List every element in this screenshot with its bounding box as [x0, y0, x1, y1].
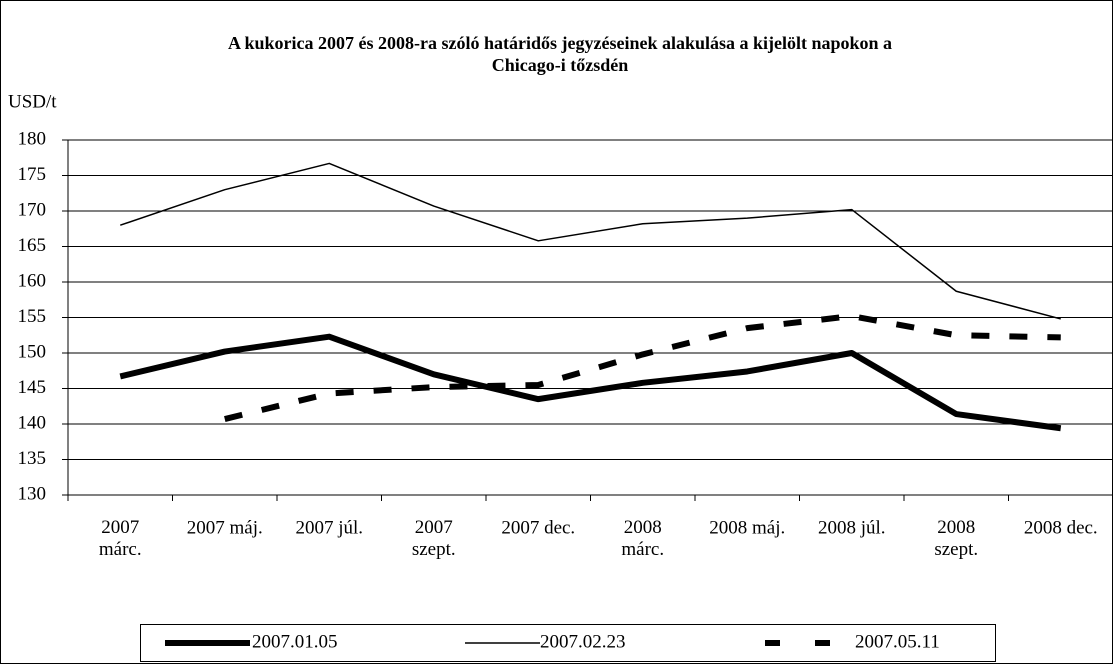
series-line — [119, 333, 1062, 432]
y-tick-label: 155 — [18, 306, 47, 327]
x-tick-label: 2008 júl. — [818, 517, 886, 538]
y-tick-label: 160 — [18, 270, 47, 291]
y-tick-label: 180 — [18, 128, 47, 149]
legend-label: 2007.02.23 — [540, 631, 626, 652]
x-tick-label: 2007 dec. — [501, 517, 575, 538]
x-tick-label: 2007 szept. — [412, 517, 456, 560]
series-line — [120, 162, 1061, 320]
chart-title: A kukorica 2007 és 2008-ra szóló határid… — [228, 33, 892, 75]
x-tick-label: 2008 máj. — [709, 517, 785, 538]
x-tick-label: 2007 máj. — [187, 517, 263, 538]
series-line — [224, 313, 1061, 422]
legend-label: 2007.05.11 — [855, 631, 940, 652]
y-tick-label: 145 — [18, 377, 47, 398]
x-tick-label: 2008 dec. — [1024, 517, 1098, 538]
legend-box — [140, 624, 996, 662]
y-tick-label: 135 — [18, 448, 47, 469]
y-tick-label: 170 — [18, 199, 47, 220]
x-tick-label: 2007 márc. — [99, 517, 142, 560]
x-tick-label: 2008 szept. — [934, 517, 978, 560]
y-tick-label: 140 — [18, 412, 47, 433]
legend-label: 2007.01.05 — [252, 631, 338, 652]
y-axis-label: USD/t — [8, 91, 57, 112]
y-tick-label: 165 — [18, 235, 47, 256]
y-tick-label: 175 — [18, 164, 47, 185]
x-tick-label: 2008 márc. — [621, 517, 664, 560]
x-tick-label: 2007 júl. — [295, 517, 363, 538]
y-tick-label: 150 — [18, 341, 47, 362]
y-tick-label: 130 — [18, 483, 47, 504]
